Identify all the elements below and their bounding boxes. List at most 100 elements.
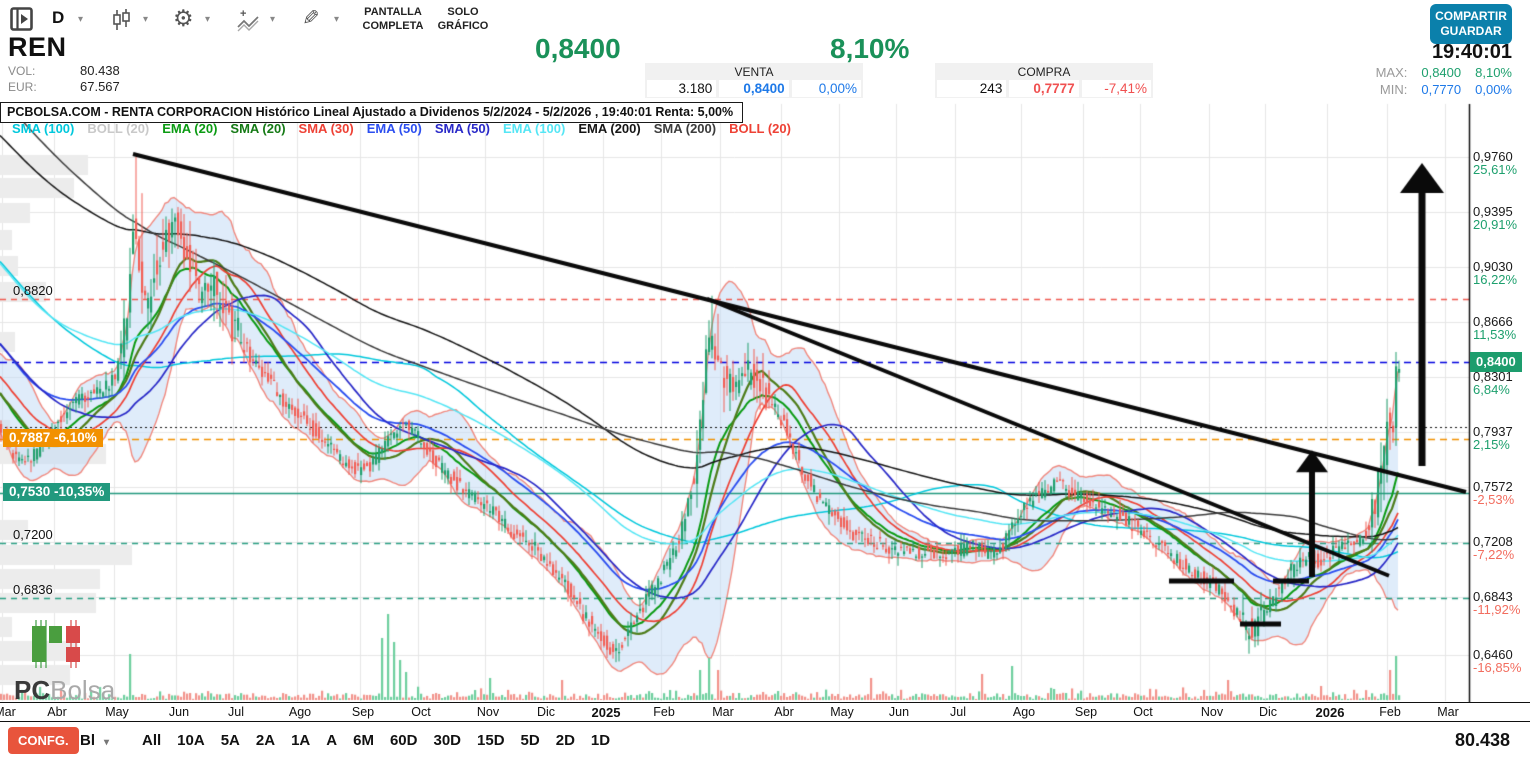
config-button[interactable]: CONFG. xyxy=(8,727,79,754)
x-label-Mar: Mar xyxy=(0,705,16,719)
x-label-2025: 2025 xyxy=(591,705,621,720)
price-level-tag: 0,7200 xyxy=(13,527,53,543)
x-label-Nov: Nov xyxy=(1200,705,1224,719)
timeframe-6m[interactable]: 6M xyxy=(353,732,374,749)
current-price-tag: 0,8400 xyxy=(1470,352,1522,373)
block-caret-icon: ▾ xyxy=(104,737,110,748)
draw-pencil-icon[interactable]: ✎ xyxy=(302,7,320,30)
settings-gear-icon[interactable]: ⚙ xyxy=(173,5,194,31)
indicator-legend: SMA (100) BOLL (20) EMA (20) SMA (20) SMA (3… xyxy=(12,121,804,136)
timeframe-all[interactable]: All xyxy=(142,732,162,749)
x-label-Feb: Feb xyxy=(653,705,675,719)
bottom-toolbar: CONFG. Bl ▾ All 10A 5A 2A 1A A 6M 60D 30D 15D 5D 2D 1… xyxy=(0,722,1530,759)
time-axis[interactable]: Mar Abr May Jun Jul Ago Sep Oct Nov Dic 2025 Feb Mar… xyxy=(0,702,1530,722)
add-indicator-icon[interactable]: + xyxy=(236,8,262,37)
pcbolsa-logo-icon xyxy=(32,620,80,668)
venta-header: VENTA xyxy=(734,65,774,79)
legend-item-10: BOLL (20) xyxy=(729,121,791,136)
pcbolsa-watermark: PCBolsa xyxy=(14,620,115,706)
vol-label: VOL: xyxy=(8,64,36,78)
header: D ▾ ▾ ⚙ ▾ + ▾ ✎ ▾ PANTALLA COMPLETA SOLO… xyxy=(0,0,1530,100)
solo-chart-button[interactable]: SOLO GRÁFICO xyxy=(437,6,489,32)
price-level-tag: 0,6836 xyxy=(13,581,53,597)
timeframe-60d[interactable]: 60D xyxy=(389,732,418,749)
legend-item-9: SMA (200) xyxy=(653,121,717,136)
price-level-tag: 0,7887 -6,10% xyxy=(3,429,103,448)
x-label-Ago: Ago xyxy=(1012,705,1036,719)
timeframe-2a[interactable]: 2A xyxy=(255,732,276,749)
y-tick: 0,9030 16,22% xyxy=(1473,259,1518,288)
clock: 19:40:01 xyxy=(1431,41,1512,63)
y-tick: 0,7937 2,15% xyxy=(1473,423,1513,452)
last-price: 0,8400 xyxy=(535,33,621,64)
indicator-caret-icon[interactable]: ▾ xyxy=(270,14,276,25)
max-row: MAX: 0,8400 8,10% xyxy=(1375,65,1512,80)
interval-select[interactable]: D xyxy=(52,8,65,27)
x-label-Jun: Jun xyxy=(888,705,910,719)
eur-value: 67.567 xyxy=(80,79,120,94)
x-label-Abr: Abr xyxy=(47,705,67,719)
timeframe-30d[interactable]: 30D xyxy=(433,732,462,749)
y-tick: 0,6843 -11,92% xyxy=(1473,588,1521,617)
timeframe-5a[interactable]: 5A xyxy=(220,732,240,749)
timeframe-1d[interactable]: 1D xyxy=(590,732,611,749)
y-tick: 0,8301 6,84% xyxy=(1473,369,1513,397)
timeframe-a[interactable]: A xyxy=(326,732,338,749)
eur-label: EUR: xyxy=(8,80,37,94)
change-percent: 8,10% xyxy=(830,33,910,64)
legend-item-4: SMA (30) xyxy=(298,121,354,136)
vol-value: 80.438 xyxy=(80,63,120,78)
timeframe-1a[interactable]: 1A xyxy=(291,732,311,749)
svg-text:+: + xyxy=(240,8,246,20)
legend-item-0: SMA (100) xyxy=(12,121,75,136)
venta-price: 0,8400 xyxy=(719,80,789,97)
x-label-Jul: Jul xyxy=(228,705,244,719)
draw-caret-icon[interactable]: ▾ xyxy=(334,14,340,25)
x-label-Sep: Sep xyxy=(1074,705,1098,719)
y-tick: 0,8666 11,53% xyxy=(1473,313,1517,342)
x-label-Mar: Mar xyxy=(712,705,734,719)
x-label-Jun: Jun xyxy=(168,705,190,719)
compra-header: COMPRA xyxy=(1017,65,1071,79)
chart-type-caret-icon[interactable]: ▾ xyxy=(143,14,149,25)
timeframe-2d[interactable]: 2D xyxy=(555,732,575,749)
chart-area: PCBOLSA.COM - RENTA CORPORACION Históric… xyxy=(0,100,1530,722)
timeframe-15d[interactable]: 15D xyxy=(477,732,505,749)
settings-caret-icon[interactable]: ▾ xyxy=(205,14,211,25)
panel-toggle-icon[interactable] xyxy=(10,7,33,36)
timeframe-10a[interactable]: 10A xyxy=(177,732,205,749)
compra-qty: 243 xyxy=(937,80,1007,97)
y-tick: 0,7208 -7,22% xyxy=(1473,533,1515,562)
y-tick: 0,9760 25,61% xyxy=(1473,148,1518,177)
price-level-tag: 0,7530 -10,35% xyxy=(3,483,111,502)
price-chart-canvas[interactable] xyxy=(0,100,1530,702)
share-save-button[interactable]: COMPARTIR GUARDAR xyxy=(1430,4,1512,44)
x-label-May: May xyxy=(105,705,129,719)
y-tick: 0,7572 -2,53% xyxy=(1473,478,1515,507)
compra-pct: -7,41% xyxy=(1081,80,1151,97)
x-label-Feb: Feb xyxy=(1379,705,1401,719)
symbol-title: REN xyxy=(8,32,67,62)
y-tick: 0,9395 20,91% xyxy=(1473,204,1518,233)
y-tick: 0,6460 -16,85% xyxy=(1473,646,1522,675)
interval-caret-icon[interactable]: ▾ xyxy=(78,14,84,25)
legend-item-3: SMA (20) xyxy=(230,121,286,136)
venta-pct: 0,00% xyxy=(791,80,861,97)
block-select[interactable]: Bl ▾ xyxy=(80,732,110,749)
timeframe-5d[interactable]: 5D xyxy=(520,732,540,749)
legend-item-1: BOLL (20) xyxy=(87,121,150,136)
venta-qty: 3.180 xyxy=(647,80,717,97)
chart-type-icon[interactable] xyxy=(110,9,134,36)
timeframe-buttons: All 10A 5A 2A 1A A 6M 60D 30D 15D 5D 2D 1D xyxy=(142,732,626,750)
legend-item-6: SMA (50) xyxy=(434,121,490,136)
max-price: 0,8400 xyxy=(1421,65,1462,80)
legend-item-5: EMA (50) xyxy=(366,121,422,136)
chart-title: PCBOLSA.COM - RENTA CORPORACION Históric… xyxy=(0,102,744,123)
x-label-May: May xyxy=(830,705,854,719)
fullscreen-button[interactable]: PANTALLA COMPLETA xyxy=(362,6,424,32)
x-label-Sep: Sep xyxy=(351,705,375,719)
x-label-Jul: Jul xyxy=(950,705,966,719)
x-label-Dic: Dic xyxy=(536,705,556,719)
x-label-Ago: Ago xyxy=(288,705,312,719)
